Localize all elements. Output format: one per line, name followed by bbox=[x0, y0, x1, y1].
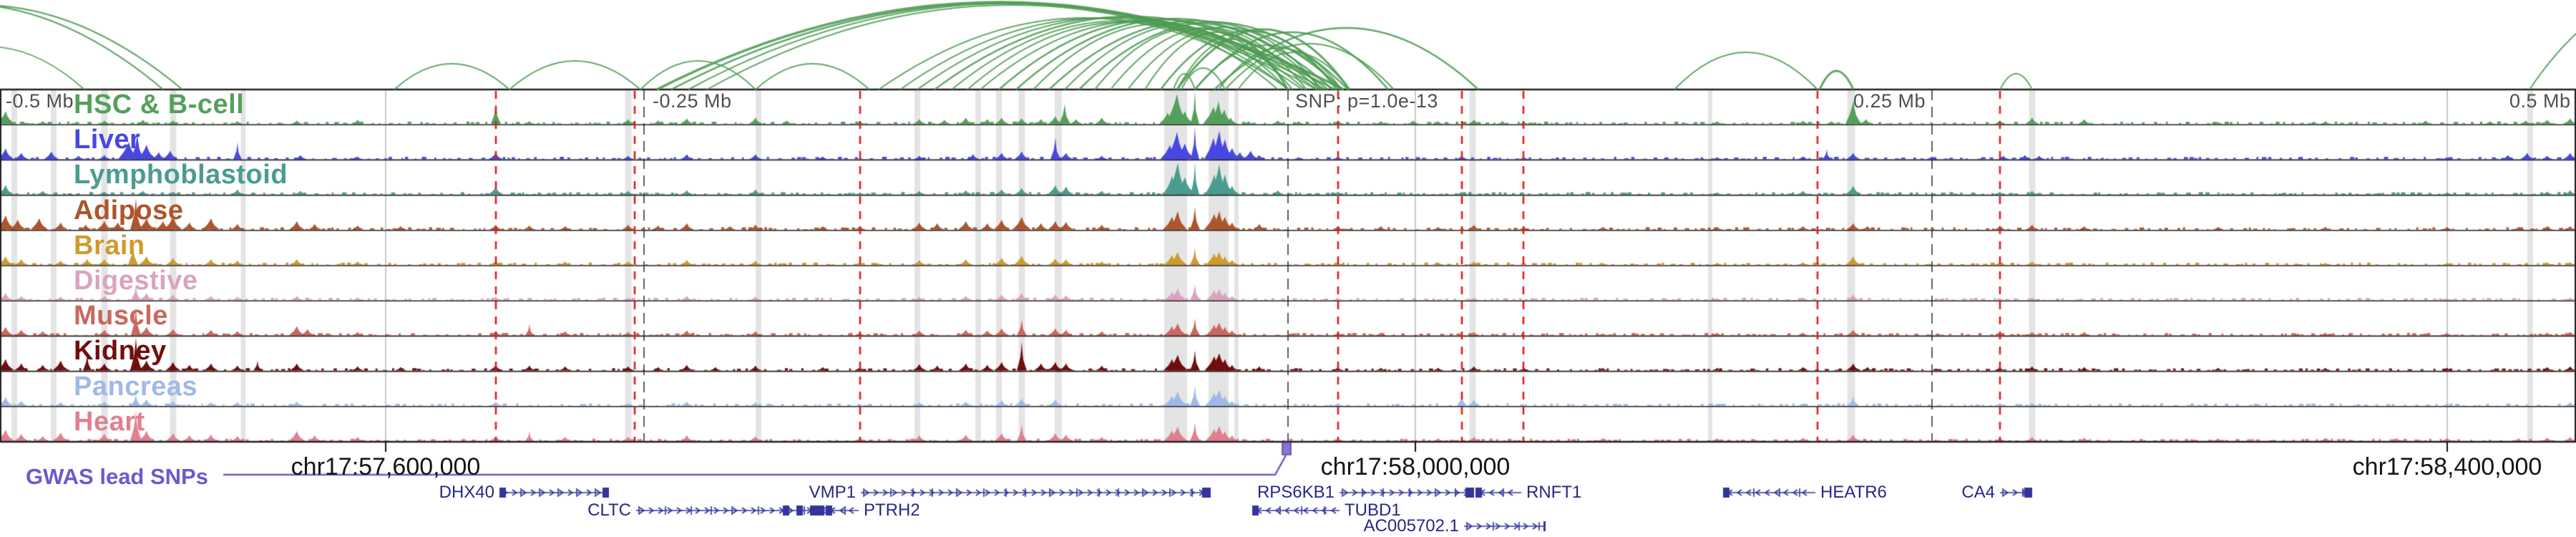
gene-label: RPS6KB1 bbox=[1257, 483, 1335, 502]
coordinate-label-57600000: chr17:57,600,000 bbox=[291, 453, 481, 480]
track-label-adipose: Adipose bbox=[74, 195, 184, 226]
gene-label: TUBD1 bbox=[1345, 500, 1401, 520]
scale-label-half: 0.5 Mb bbox=[2509, 90, 2571, 112]
track-label-muscle: Muscle bbox=[74, 301, 168, 332]
track-label-heart: Heart bbox=[74, 406, 145, 437]
gene-label: PTRH2 bbox=[864, 500, 920, 520]
gene-label: RNFT1 bbox=[1526, 483, 1582, 502]
gene-label: DHX40 bbox=[439, 483, 494, 502]
track-label-pancreas: Pancreas bbox=[74, 371, 198, 402]
scale-label-minus-half: -0.5 Mb bbox=[6, 90, 74, 112]
gene-label: HEATR6 bbox=[1820, 483, 1887, 502]
gene-label: AC005702.1 bbox=[1363, 516, 1459, 536]
scale-label-quarter: 0.25 Mb bbox=[1853, 90, 1926, 112]
track-label-liver: Liver bbox=[74, 125, 141, 155]
coordinate-label-58000000: chr17:58,000,000 bbox=[1320, 453, 1511, 480]
track-label-lymphoblastoid: Lymphoblastoid bbox=[74, 160, 288, 190]
gene-label: CA4 bbox=[1961, 483, 1995, 502]
track-label-hsc-bcell: HSC & B-cell bbox=[74, 90, 245, 120]
track-label-digestive: Digestive bbox=[74, 266, 198, 296]
track-label-brain: Brain bbox=[74, 230, 145, 261]
track-label-kidney: Kidney bbox=[74, 336, 167, 367]
gene-label: CLTC bbox=[587, 500, 631, 520]
coordinate-label-58400000: chr17:58,400,000 bbox=[2352, 453, 2542, 480]
gene-label: VMP1 bbox=[809, 483, 856, 502]
snp-pvalue-label: SNP: p=1.0e-13 bbox=[1295, 90, 1438, 112]
scale-label-minus-quarter: -0.25 Mb bbox=[653, 90, 732, 112]
gwas-lead-snps-label: GWAS lead SNPs bbox=[26, 464, 208, 489]
